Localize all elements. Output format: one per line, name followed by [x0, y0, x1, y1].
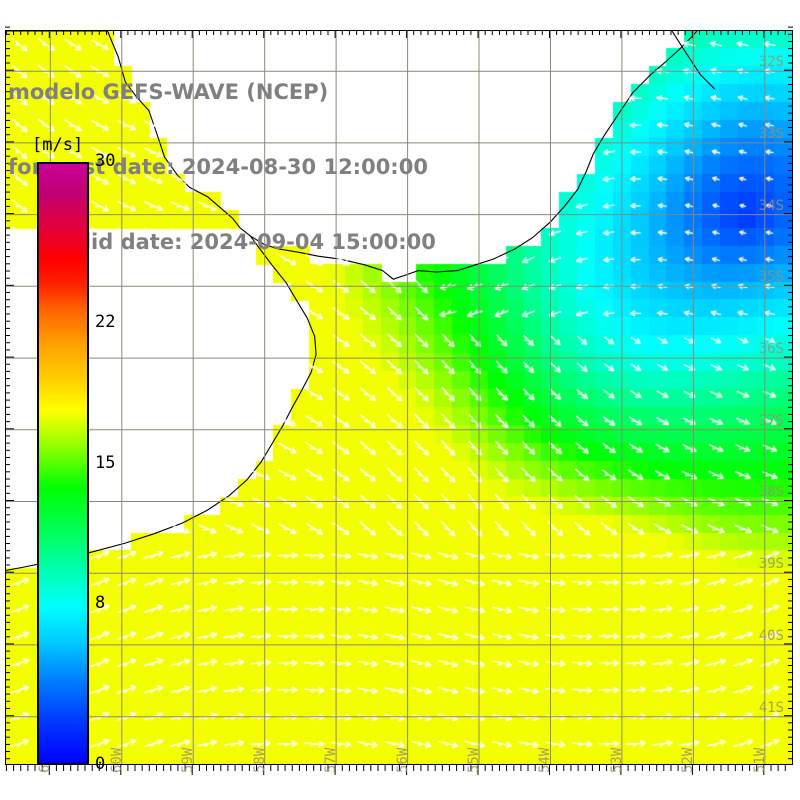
latitude-label: 36S — [758, 341, 784, 358]
longitude-label: 54W — [537, 747, 554, 773]
longitude-label: 51W — [751, 747, 768, 773]
longitude-label: 55W — [466, 747, 483, 773]
latitude-label: 38S — [758, 484, 784, 501]
latitude-label: 34S — [758, 197, 784, 214]
longitude-label: 59W — [180, 747, 197, 773]
longitude-label: 52W — [680, 747, 697, 773]
latitude-label: 39S — [758, 556, 784, 573]
latitude-label: 37S — [758, 412, 784, 429]
colorbar-units-label: [m/s] — [32, 135, 84, 155]
map-plot-frame[interactable] — [5, 30, 793, 765]
colorbar-tick-label: 30 — [95, 151, 116, 171]
longitude-label: 57W — [323, 747, 340, 773]
wind-vector-arrows — [6, 31, 792, 764]
latitude-label: 41S — [758, 699, 784, 716]
latitude-label: 35S — [758, 269, 784, 286]
latitude-label: 40S — [758, 627, 784, 644]
colorbar-gradient[interactable] — [37, 162, 89, 765]
longitude-label: 58W — [251, 747, 268, 773]
longitude-label: 60W — [108, 747, 125, 773]
longitude-label: 56W — [394, 747, 411, 773]
colorbar-tick-label: 8 — [95, 593, 106, 614]
lat-lon-gridlines — [6, 31, 792, 764]
longitude-label: 53W — [608, 747, 625, 773]
latitude-label: 33S — [758, 125, 784, 142]
colorbar-tick-label: 0 — [95, 754, 106, 774]
colorbar-tick-label: 15 — [95, 452, 116, 473]
colorbar-tick-label: 22 — [95, 311, 116, 332]
latitude-label: 32S — [758, 54, 784, 71]
